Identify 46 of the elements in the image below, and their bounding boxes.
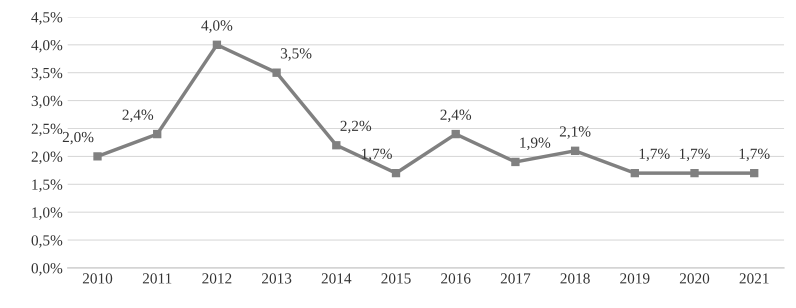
data-label: 2,0%: [62, 132, 94, 144]
y-tick-label: 3,5%: [32, 68, 62, 80]
point: [511, 158, 520, 166]
y-tick-label: 1,5%: [32, 179, 62, 192]
y-tick-label: 4,5%: [31, 12, 62, 25]
data-label: 1,9%: [520, 137, 550, 150]
x-tick-label: 2014: [322, 273, 352, 284]
y-tick-label: 3,0%: [32, 96, 62, 108]
data-label: 3,5%: [280, 48, 312, 61]
data-label: 1,7%: [640, 148, 670, 162]
x-tick-label: 2019: [620, 273, 650, 284]
data-label: 1,7%: [740, 148, 770, 162]
point: [272, 68, 281, 77]
x-tick-label: 2015: [381, 273, 411, 284]
data-label: 2,4%: [440, 110, 472, 122]
data-label: 4,0%: [201, 20, 232, 33]
data-label: 2,1%: [560, 126, 590, 139]
point: [332, 141, 340, 150]
x-tick-label: 2013: [262, 273, 292, 284]
y-tick-label: 2,5%: [32, 124, 62, 136]
x-tick-label: 2021: [740, 273, 769, 284]
x-tick-label: 2010: [82, 273, 112, 284]
point: [212, 40, 222, 49]
data-label: 2,2%: [340, 120, 372, 134]
data-label: 1,7%: [362, 148, 392, 162]
point: [392, 168, 400, 178]
point: [570, 146, 580, 155]
point: [93, 152, 102, 161]
point: [630, 168, 639, 178]
x-tick-label: 2016: [441, 273, 471, 284]
data-label: 1,7%: [680, 148, 710, 162]
data-label: 2,4%: [122, 110, 154, 122]
point: [452, 130, 460, 138]
x-tick-label: 2011: [142, 273, 172, 284]
y-tick-label: 0,0%: [32, 263, 62, 276]
y-tick-label: 2,0%: [32, 152, 62, 164]
x-tick-label: 2012: [202, 273, 232, 284]
x-tick-label: 2017: [500, 273, 530, 284]
point: [750, 168, 758, 178]
x-tick-label: 2020: [680, 273, 710, 284]
y-tick-label: 4,0%: [31, 40, 62, 52]
x-tick-label: 2018: [560, 273, 590, 284]
y-tick-label: 1,0%: [32, 207, 62, 220]
y-tick-label: 0,5%: [32, 235, 62, 248]
point: [690, 168, 699, 178]
point: [153, 130, 162, 138]
